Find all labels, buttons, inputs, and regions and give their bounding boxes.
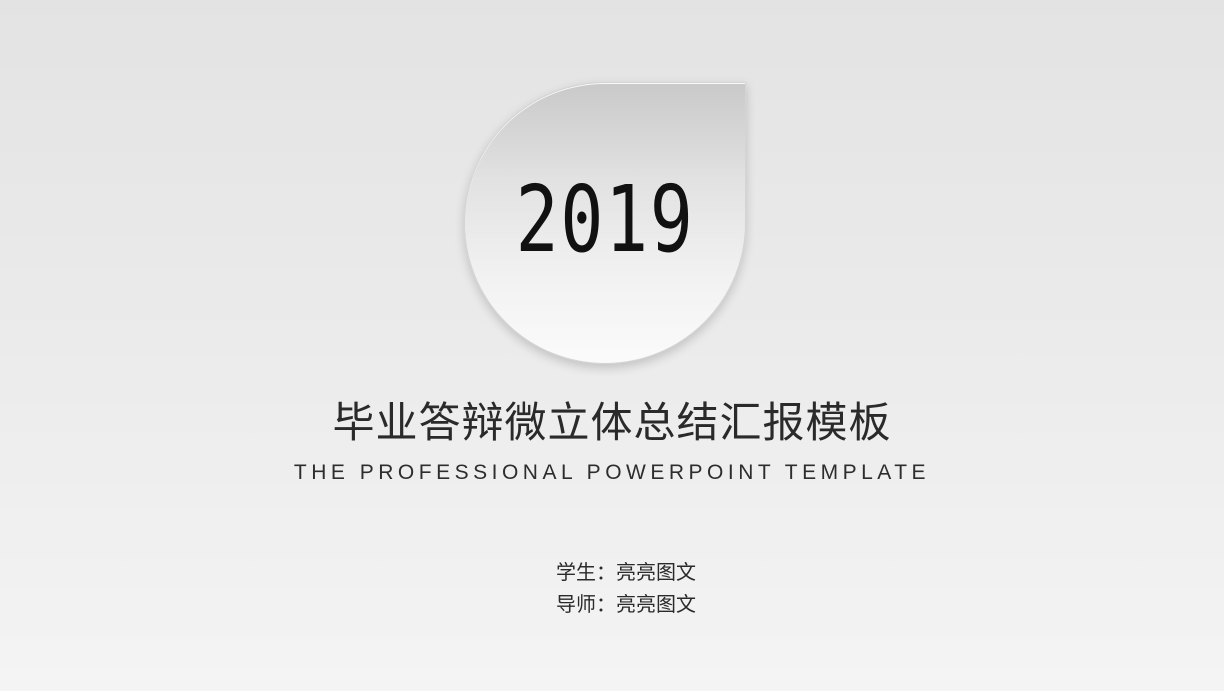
- presenter-info: 学生：亮亮图文 导师：亮亮图文: [556, 556, 696, 620]
- student-row: 学生：亮亮图文: [556, 556, 696, 588]
- title-chinese: 毕业答辩微立体总结汇报模板: [0, 394, 1224, 452]
- advisor-label: 导师：: [556, 592, 616, 616]
- student-label: 学生：: [556, 560, 616, 584]
- student-name: 亮亮图文: [616, 560, 696, 584]
- title-english: THE PROFESSIONAL POWERPOINT TEMPLATE: [0, 458, 1224, 488]
- year-label: 2019: [495, 160, 715, 280]
- advisor-row: 导师：亮亮图文: [556, 588, 696, 620]
- advisor-name: 亮亮图文: [616, 592, 696, 616]
